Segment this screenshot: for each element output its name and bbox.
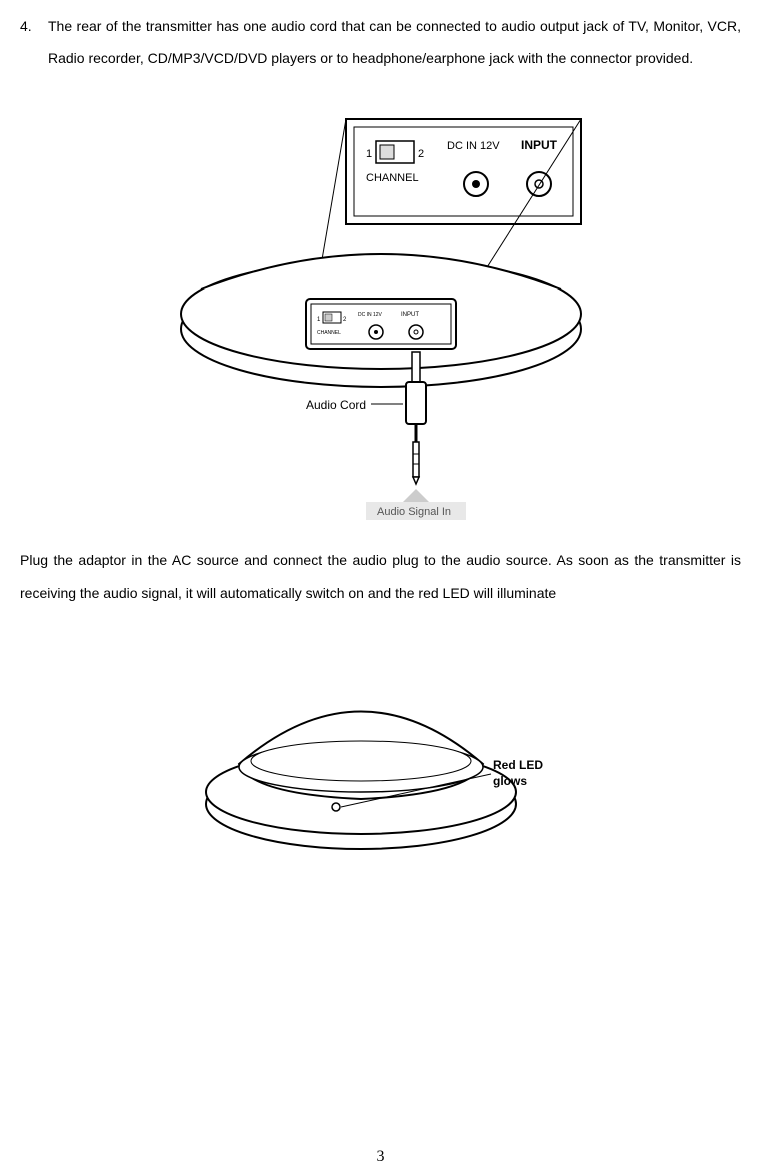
- zoom-ch1: 1: [366, 148, 372, 160]
- paragraph-adaptor: Plug the adaptor in the AC source and co…: [20, 544, 741, 608]
- audio-signal-label: Audio Signal In: [377, 506, 451, 518]
- zoom-channel: CHANNEL: [366, 172, 419, 184]
- dev-dcin: DC IN 12V: [358, 312, 383, 318]
- zoom-input: INPUT: [521, 138, 558, 152]
- list-number: 4.: [20, 10, 48, 74]
- led-icon: [332, 803, 340, 811]
- zoom-dcin: DC IN 12V: [447, 140, 500, 152]
- led-label-1: Red LED: [493, 758, 543, 772]
- figure-transmitter-led: Red LED glows: [191, 629, 571, 879]
- figure-transmitter-rear: 1 2 CHANNEL DC IN 12V INPUT 1 2 CHANNEL …: [171, 84, 591, 524]
- audio-cord-label: Audio Cord: [306, 398, 366, 412]
- dev-input: INPUT: [401, 312, 419, 318]
- page-number: 3: [0, 1148, 761, 1166]
- list-text: The rear of the transmitter has one audi…: [48, 10, 741, 74]
- zoom-ch2: 2: [418, 148, 424, 160]
- led-label-2: glows: [493, 774, 527, 788]
- list-item-4: 4. The rear of the transmitter has one a…: [20, 10, 741, 74]
- dev-channel: CHANNEL: [317, 330, 341, 336]
